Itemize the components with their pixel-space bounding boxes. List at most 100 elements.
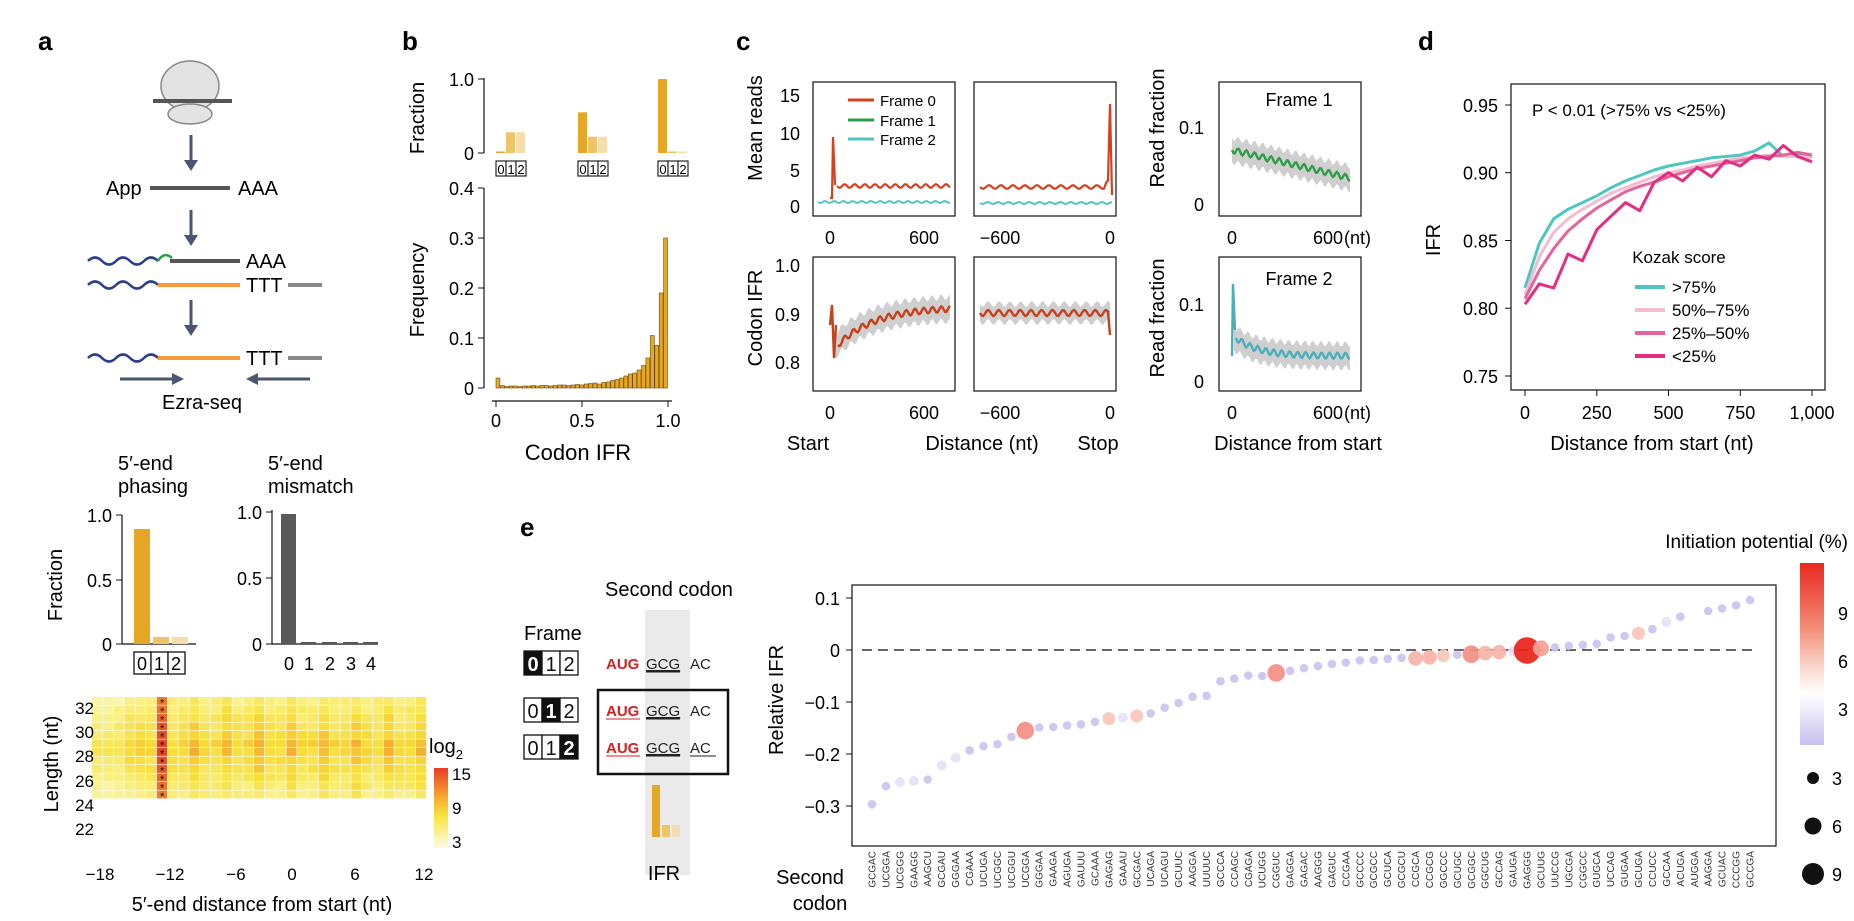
heatmap-cell bbox=[286, 705, 297, 714]
heatmap-cell bbox=[156, 765, 167, 773]
heatmap-cell bbox=[286, 765, 297, 773]
heatmap-cell bbox=[232, 765, 243, 773]
heatmap-cell bbox=[254, 765, 265, 773]
codon-tick-label: UCAGU bbox=[1160, 851, 1171, 887]
heatmap-cell bbox=[340, 714, 351, 722]
heatmap-cell bbox=[383, 714, 394, 722]
y-tick: 32 bbox=[75, 699, 94, 718]
heatmap-cell bbox=[275, 748, 286, 756]
heatmap-cell bbox=[351, 714, 362, 722]
y-tick: 0.2 bbox=[449, 279, 474, 299]
heatmap-cell bbox=[178, 756, 189, 765]
heatmap-cell bbox=[232, 756, 243, 765]
heatmap-cell bbox=[232, 722, 243, 731]
heatmap-cell bbox=[189, 722, 200, 731]
codon-tick-label: GAAAU bbox=[1118, 851, 1129, 886]
heatmap-cell bbox=[113, 731, 124, 739]
heatmap-cell bbox=[243, 773, 254, 782]
heatmap-cell bbox=[113, 748, 124, 756]
histogram-bar bbox=[526, 385, 532, 389]
bar-mismatch-1 bbox=[301, 642, 316, 644]
heatmap-cell bbox=[416, 714, 427, 722]
heatmap-cell bbox=[275, 773, 286, 782]
heatmap-cell bbox=[264, 714, 275, 722]
panel-label-e: e bbox=[520, 512, 534, 542]
histogram-bar bbox=[654, 345, 659, 389]
codon-dot bbox=[1369, 655, 1378, 665]
y-tick: 24 bbox=[75, 796, 94, 815]
heatmap-cell bbox=[146, 705, 157, 714]
significance-star: * bbox=[160, 766, 165, 778]
codon-tick-label: GAUUU bbox=[1077, 851, 1088, 887]
heatmap-cell bbox=[200, 782, 211, 790]
heatmap-cell bbox=[362, 748, 373, 756]
x-tick: 0.5 bbox=[569, 411, 594, 431]
heatmap-cell bbox=[383, 731, 394, 739]
y-tick: 10 bbox=[780, 124, 800, 144]
heatmap-cell bbox=[113, 705, 124, 714]
frequency-y-label: Frequency bbox=[407, 243, 429, 338]
heatmap-cell bbox=[92, 773, 103, 782]
heatmap-cell bbox=[210, 697, 221, 705]
heatmap-cell bbox=[264, 722, 275, 731]
codon-tick-label: GAUGA bbox=[1509, 851, 1520, 887]
heatmap-cell bbox=[189, 714, 200, 722]
heatmap-cell bbox=[210, 731, 221, 739]
mismatch-chart: 5′-end mismatch 1.0 0.5 0 0 1 2 3 4 bbox=[237, 453, 378, 674]
codon-dot bbox=[1188, 692, 1197, 702]
colorbar-tick: 15 bbox=[452, 765, 471, 784]
codon-ifr-histogram: Frequency 0.4 0.3 0.2 0.1 0 0 0.5 1.0 Co… bbox=[407, 179, 681, 465]
heatmap-cell bbox=[383, 773, 394, 782]
codon-dot bbox=[1648, 624, 1657, 634]
codon-tick-label: GGCUG bbox=[1481, 851, 1492, 889]
heatmap-cell bbox=[394, 765, 405, 773]
heatmap-cell bbox=[416, 773, 427, 782]
heatmap-cell bbox=[200, 705, 211, 714]
codon-tick-label: CCAGC bbox=[1230, 851, 1241, 887]
heatmap-cell bbox=[232, 697, 243, 705]
heatmap-cell bbox=[124, 722, 135, 731]
hist-x-label: Codon IFR bbox=[525, 440, 631, 465]
codon-dot bbox=[1688, 606, 1701, 619]
heatmap-cell bbox=[113, 773, 124, 782]
heatmap-cell bbox=[329, 748, 340, 756]
codon-tick-label: AGUGA bbox=[1063, 851, 1074, 887]
heatmap-cell bbox=[210, 714, 221, 722]
significance-star: * bbox=[160, 757, 165, 769]
heatmap-cell bbox=[102, 705, 113, 714]
ifr-label: IFR bbox=[648, 863, 680, 885]
heatmap-cell bbox=[372, 722, 383, 731]
size-legend-tick: 9 bbox=[1832, 865, 1842, 885]
heatmap-cell bbox=[297, 722, 308, 731]
heatmap-cell bbox=[124, 773, 135, 782]
heatmap-cell bbox=[243, 790, 254, 799]
codon-dot bbox=[923, 775, 932, 784]
heatmap-cell bbox=[243, 739, 254, 748]
frame-digit: 2 bbox=[679, 162, 686, 177]
heatmap-cell bbox=[221, 773, 232, 782]
codon-dot bbox=[1090, 717, 1100, 727]
heatmap-cell bbox=[394, 782, 405, 790]
heatmap-cell bbox=[221, 739, 232, 748]
heatmap-cell bbox=[189, 765, 200, 773]
x-tick: 6 bbox=[350, 865, 359, 884]
heatmap-cell bbox=[394, 714, 405, 722]
frame2-title: Frame 2 bbox=[1265, 269, 1332, 289]
codon-tick-label: UCGGA bbox=[1021, 851, 1032, 888]
ttt-label: TTT bbox=[246, 275, 283, 297]
heatmap-cell bbox=[372, 756, 383, 765]
heatmap-cell bbox=[102, 773, 113, 782]
y-tick: 0.95 bbox=[1463, 96, 1498, 116]
codon-dot bbox=[1034, 723, 1044, 732]
y-tick: 0 bbox=[790, 197, 800, 217]
codon-dot bbox=[993, 739, 1002, 749]
ifr-bar-2 bbox=[672, 825, 680, 837]
start-codon: AUG bbox=[606, 656, 639, 673]
codon-dot bbox=[1230, 674, 1239, 683]
heatmap-cell bbox=[286, 731, 297, 739]
codon-tick-label: GCUGA bbox=[1634, 851, 1645, 888]
heatmap-cell bbox=[189, 748, 200, 756]
codon-tick-label: ACUGA bbox=[1676, 851, 1687, 887]
codon-dot bbox=[1745, 595, 1755, 605]
heatmap-cell bbox=[383, 739, 394, 748]
